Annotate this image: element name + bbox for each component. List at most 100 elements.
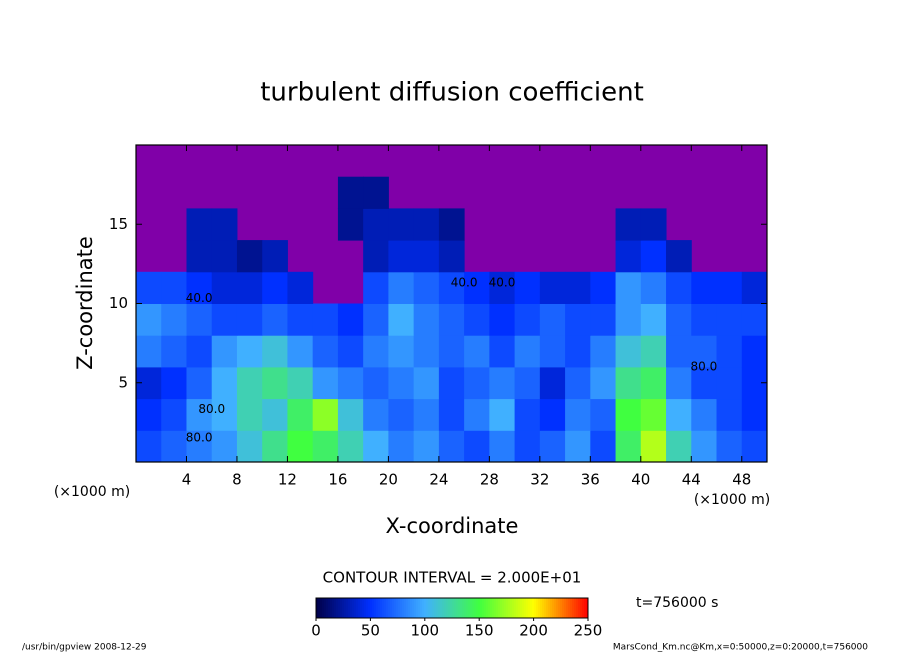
colorbar-stripe [564, 598, 567, 618]
cell [136, 335, 162, 368]
x-tick-label: 24 [429, 471, 448, 489]
colorbar-stripe [492, 598, 495, 618]
colorbar-stripe [484, 598, 487, 618]
colorbar-stripe [510, 598, 513, 618]
cell [388, 366, 415, 400]
cell [691, 430, 718, 463]
colorbar-stripe [530, 598, 533, 618]
cell [337, 398, 364, 431]
colorbar-stripe [348, 598, 351, 618]
colorbar-stripe [322, 598, 325, 618]
colorbar-stripe [498, 598, 501, 618]
colorbar-stripe [542, 598, 545, 618]
colorbar-stripe [536, 598, 539, 618]
colorbar-stripe [364, 598, 367, 618]
cell [312, 430, 339, 463]
colorbar-stripe [546, 598, 549, 618]
y-unit-label: (×1000 m) [54, 484, 130, 500]
cell [691, 271, 718, 304]
cell [337, 176, 364, 209]
cell [363, 208, 389, 241]
colorbar-stripe [480, 598, 483, 618]
colorbar-stripe [534, 598, 537, 618]
cell [741, 430, 768, 463]
cell [615, 240, 642, 273]
cell [590, 335, 617, 368]
cell [262, 398, 288, 431]
colorbar-stripe [342, 598, 345, 618]
cell [186, 240, 213, 273]
colorbar-stripe [512, 598, 515, 618]
cell [716, 430, 743, 463]
cell [161, 335, 187, 368]
colorbar-stripe [432, 598, 435, 618]
colorbar-stripe [572, 598, 575, 618]
cell [287, 335, 314, 368]
colorbar-stripe [362, 598, 365, 618]
cell [539, 335, 566, 368]
colorbar-stripe [558, 598, 561, 618]
cell [514, 430, 541, 463]
cell [615, 398, 642, 431]
cell [716, 303, 743, 336]
colorbar-stripe [466, 598, 469, 618]
cell [438, 303, 465, 336]
colorbar-stripe [366, 598, 369, 618]
colorbar-stripe [550, 598, 553, 618]
colorbar-stripe [368, 598, 371, 618]
colorbar-stripe [496, 598, 499, 618]
colorbar-stripe [570, 598, 573, 618]
colorbar-stripe [406, 598, 409, 618]
cell [716, 271, 743, 304]
x-unit-label: (×1000 m) [694, 492, 770, 508]
cell [337, 335, 364, 368]
cell [464, 366, 490, 400]
colorbar-stripe [330, 598, 333, 618]
cell [514, 271, 541, 304]
cell [211, 208, 238, 241]
cell [211, 335, 238, 368]
cell [236, 303, 263, 336]
cell [236, 430, 263, 463]
cell [413, 208, 440, 241]
x-tick-label: 32 [530, 471, 549, 489]
cell [363, 335, 389, 368]
colorbar-stripe [326, 598, 329, 618]
x-tick-label: 44 [682, 471, 701, 489]
colorbar-stripe [360, 598, 363, 618]
cell [388, 303, 415, 336]
colorbar-stripe [352, 598, 355, 618]
colorbar-stripe [460, 598, 463, 618]
cell [514, 303, 541, 336]
cell [438, 366, 465, 400]
colorbar-stripe [350, 598, 353, 618]
colorbar-stripe [528, 598, 531, 618]
cell [388, 398, 415, 431]
colorbar-stripe [414, 598, 417, 618]
cell [287, 430, 314, 463]
colorbar-stripe [500, 598, 503, 618]
colorbar-stripe [516, 598, 519, 618]
colorbar-stripe [494, 598, 497, 618]
cell [514, 398, 541, 431]
colorbar-stripe [392, 598, 395, 618]
cell [615, 430, 642, 463]
cell [413, 430, 440, 463]
cell [363, 271, 389, 304]
cell [489, 366, 516, 400]
colorbar-stripe [458, 598, 461, 618]
cell [590, 398, 617, 431]
cell [211, 366, 238, 400]
cell [438, 430, 465, 463]
cell [312, 398, 339, 431]
cell [236, 271, 263, 304]
cell [464, 271, 490, 304]
cell [691, 398, 718, 431]
colorbar-stripe [416, 598, 419, 618]
y-tick-label: 15 [109, 215, 128, 233]
cell [363, 366, 389, 400]
cell [666, 430, 692, 463]
colorbar-stripe [522, 598, 525, 618]
cell [413, 398, 440, 431]
